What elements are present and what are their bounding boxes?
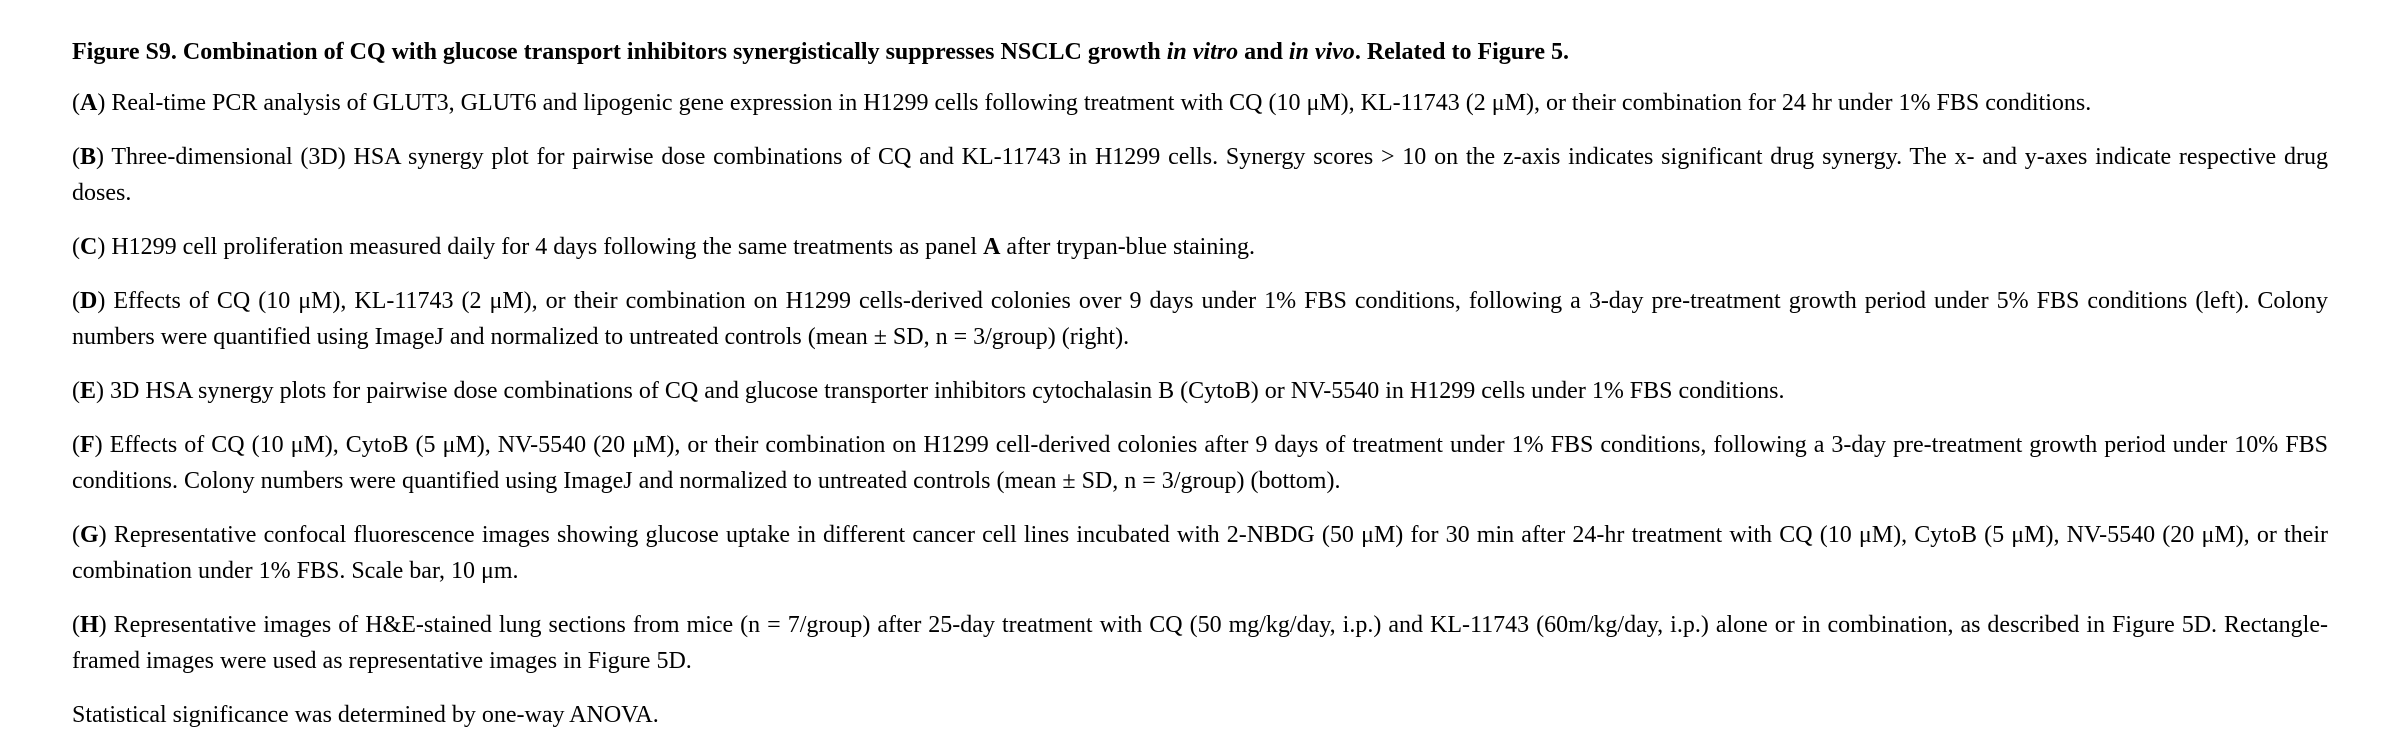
panel-label-e: E	[80, 378, 97, 404]
title-italic-in-vitro: in vitro	[1166, 39, 1239, 65]
panel-label-d: D	[80, 288, 98, 314]
legend-text-h: Representative images of H&E-stained lun…	[72, 612, 2328, 674]
title-italic-in-vivo: in vivo	[1288, 39, 1355, 65]
legend-paragraph-b: (B) Three-dimensional (3D) HSA synergy p…	[72, 144, 2328, 206]
panel-label-c: C	[80, 234, 98, 260]
panel-reference-a: A	[983, 234, 1001, 260]
legend-text-d: Effects of CQ (10 μM), KL-11743 (2 μM), …	[72, 288, 2328, 350]
legend-paragraph-g: (G) Representative confocal fluorescence…	[72, 522, 2328, 584]
title-mid: and	[1238, 39, 1289, 65]
title-tail: . Related to Figure 5.	[1354, 39, 1569, 65]
legend-text-c-before: H1299 cell proliferation measured daily …	[111, 234, 984, 260]
legend-paragraph-d: (D) Effects of CQ (10 μM), KL-11743 (2 μ…	[72, 288, 2328, 350]
legend-text-c-after: after trypan-blue staining.	[1000, 234, 1255, 260]
legend-text-g: Representative confocal fluorescence ima…	[72, 522, 2328, 584]
panel-label-f: F	[80, 432, 95, 458]
legend-paragraph-c: (C) H1299 cell proliferation measured da…	[72, 234, 1255, 260]
panel-label-h: H	[80, 612, 99, 638]
legend-text-b: Three-dimensional (3D) HSA synergy plot …	[72, 144, 2328, 206]
legend-text-f: Effects of CQ (10 μM), CytoB (5 μM), NV-…	[72, 432, 2328, 494]
legend-paragraph-e: (E) 3D HSA synergy plots for pairwise do…	[72, 378, 1785, 404]
panel-label-g: G	[80, 522, 99, 548]
legend-paragraph-f: (F) Effects of CQ (10 μM), CytoB (5 μM),…	[72, 432, 2328, 494]
legend-paragraph-h: (H) Representative images of H&E-stained…	[72, 612, 2328, 674]
panel-label-b: B	[80, 144, 97, 170]
figure-title: Figure S9. Combination of CQ with glucos…	[72, 34, 2328, 70]
legend-text-a: Real-time PCR analysis of GLUT3, GLUT6 a…	[111, 90, 2092, 116]
legend-paragraph-a: (A) Real-time PCR analysis of GLUT3, GLU…	[72, 90, 2092, 116]
legend-text-e: 3D HSA synergy plots for pairwise dose c…	[110, 378, 1785, 404]
panel-label-a: A	[80, 90, 98, 116]
title-lead: Figure S9. Combination of CQ with glucos…	[72, 39, 1167, 65]
statistics-note: Statistical significance was determined …	[72, 702, 659, 728]
